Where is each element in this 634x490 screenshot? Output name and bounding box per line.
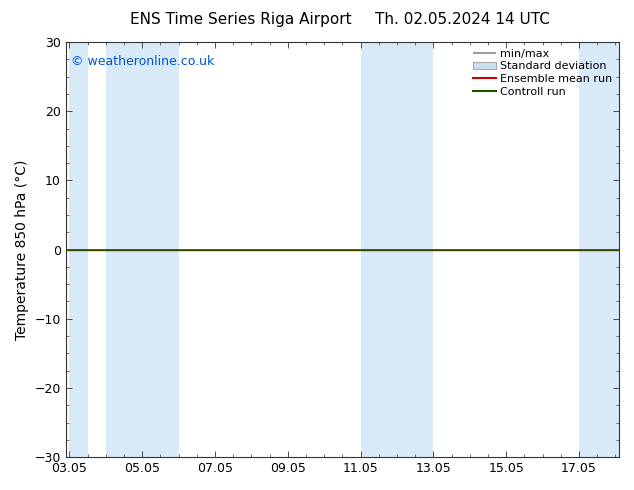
Text: Th. 02.05.2024 14 UTC: Th. 02.05.2024 14 UTC — [375, 12, 550, 27]
Text: © weatheronline.co.uk: © weatheronline.co.uk — [71, 54, 214, 68]
Bar — [106, 42, 179, 457]
Y-axis label: Temperature 850 hPa (°C): Temperature 850 hPa (°C) — [15, 159, 29, 340]
Bar — [579, 42, 619, 457]
Bar — [361, 42, 434, 457]
Legend: min/max, Standard deviation, Ensemble mean run, Controll run: min/max, Standard deviation, Ensemble me… — [470, 46, 616, 100]
Bar — [70, 42, 87, 457]
Text: ENS Time Series Riga Airport: ENS Time Series Riga Airport — [130, 12, 352, 27]
